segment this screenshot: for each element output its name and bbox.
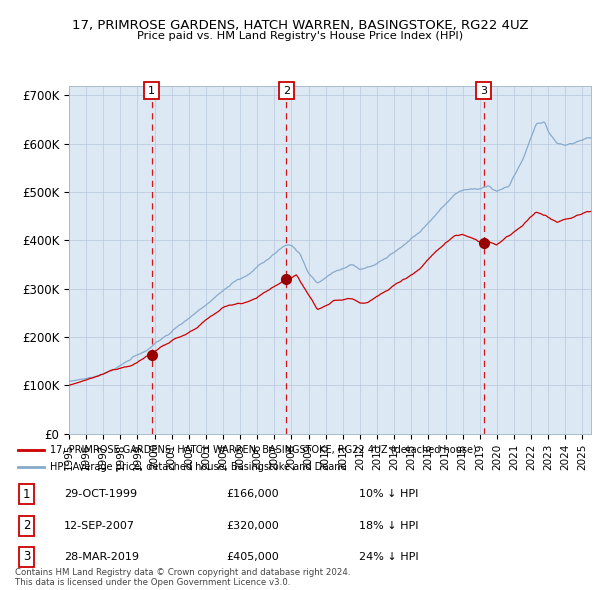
Text: 28-MAR-2019: 28-MAR-2019	[64, 552, 139, 562]
Text: 2: 2	[283, 86, 290, 96]
Text: 1: 1	[148, 86, 155, 96]
Text: Contains HM Land Registry data © Crown copyright and database right 2024.
This d: Contains HM Land Registry data © Crown c…	[15, 568, 350, 587]
Text: £320,000: £320,000	[226, 521, 279, 530]
Text: 3: 3	[480, 86, 487, 96]
Text: 2: 2	[23, 519, 30, 532]
Text: 1: 1	[23, 488, 30, 501]
Text: 12-SEP-2007: 12-SEP-2007	[64, 521, 135, 530]
Text: 18% ↓ HPI: 18% ↓ HPI	[359, 521, 419, 530]
Text: £405,000: £405,000	[226, 552, 279, 562]
Text: 24% ↓ HPI: 24% ↓ HPI	[359, 552, 419, 562]
Text: 17, PRIMROSE GARDENS, HATCH WARREN, BASINGSTOKE, RG22 4UZ (detached house): 17, PRIMROSE GARDENS, HATCH WARREN, BASI…	[50, 445, 476, 454]
Text: 10% ↓ HPI: 10% ↓ HPI	[359, 490, 419, 499]
Text: 3: 3	[23, 550, 30, 563]
Text: £166,000: £166,000	[226, 490, 279, 499]
Text: 29-OCT-1999: 29-OCT-1999	[64, 490, 137, 499]
Text: Price paid vs. HM Land Registry's House Price Index (HPI): Price paid vs. HM Land Registry's House …	[137, 31, 463, 41]
Text: HPI: Average price, detached house, Basingstoke and Deane: HPI: Average price, detached house, Basi…	[50, 463, 346, 473]
Text: 17, PRIMROSE GARDENS, HATCH WARREN, BASINGSTOKE, RG22 4UZ: 17, PRIMROSE GARDENS, HATCH WARREN, BASI…	[72, 19, 528, 32]
